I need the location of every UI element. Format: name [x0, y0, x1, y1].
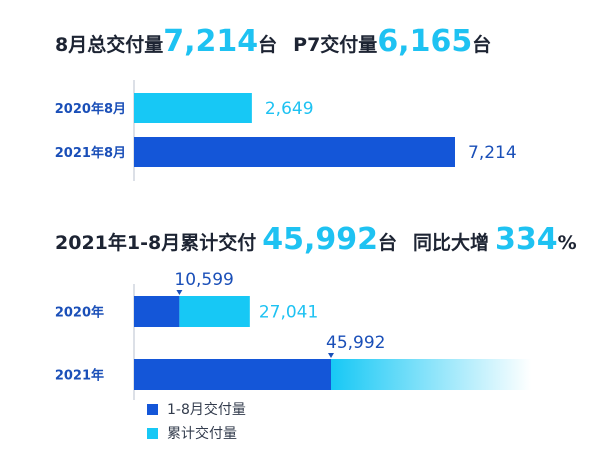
headline-label-cumulative: 2021年1-8月累计交付: [55, 232, 257, 254]
headline-value-cumulative: 45,992: [262, 222, 378, 257]
monthly-delivery-chart: 2020年8月 2,649 2021年8月 7,214: [55, 80, 517, 181]
headline-label-p7: P7交付量: [293, 34, 378, 56]
legend-label: 累计交付量: [167, 425, 237, 442]
chart2-bar-cumulative-fade: [331, 359, 531, 390]
headline-unit-total: 台: [258, 34, 278, 56]
legend-label: 1-8月交付量: [167, 401, 246, 418]
chart1-bar: [134, 93, 252, 123]
headline-unit-p7: 台: [472, 34, 492, 56]
chart1-category-label: 2020年8月: [55, 101, 126, 117]
chart2-category-label: 2021年: [55, 368, 104, 384]
headline-value-p7: 6,165: [377, 24, 473, 59]
legend-swatch: [147, 404, 158, 415]
chart1-value-label: 2,649: [265, 99, 314, 119]
chart2-jan-aug-value-label: 45,992: [326, 333, 385, 353]
headline-august-deliveries: 8月总交付量 7,214 台 P7交付量 6,165 台: [55, 24, 491, 59]
chart2-jan-aug-value-label: 10,599: [174, 270, 233, 290]
legend-swatch: [147, 428, 158, 439]
headline-unit-cumulative: 台: [378, 232, 398, 254]
chart2-bar-jan-aug: [134, 359, 331, 390]
headline-label-total: 8月总交付量: [55, 34, 164, 56]
headline-value-total: 7,214: [163, 24, 259, 59]
chart1-value-label: 7,214: [468, 143, 517, 163]
headline-label-growth: 同比大增: [413, 232, 490, 254]
chart2-cumulative-value-label: 27,041: [259, 303, 318, 323]
chart2-marker: [328, 353, 334, 358]
headline-unit-growth: %: [557, 232, 577, 254]
chart2-bar-jan-aug: [134, 296, 180, 327]
chart2-category-label: 2020年: [55, 305, 104, 321]
chart2-marker: [176, 290, 183, 295]
chart1-bar: [134, 137, 455, 167]
chart2-bar-cumulative: [179, 296, 250, 327]
chart1-category-label: 2021年8月: [55, 145, 126, 161]
headline-value-growth: 334: [495, 222, 558, 257]
headline-cumulative-deliveries: 2021年1-8月累计交付 45,992 台 同比大增 334 %: [55, 222, 577, 257]
